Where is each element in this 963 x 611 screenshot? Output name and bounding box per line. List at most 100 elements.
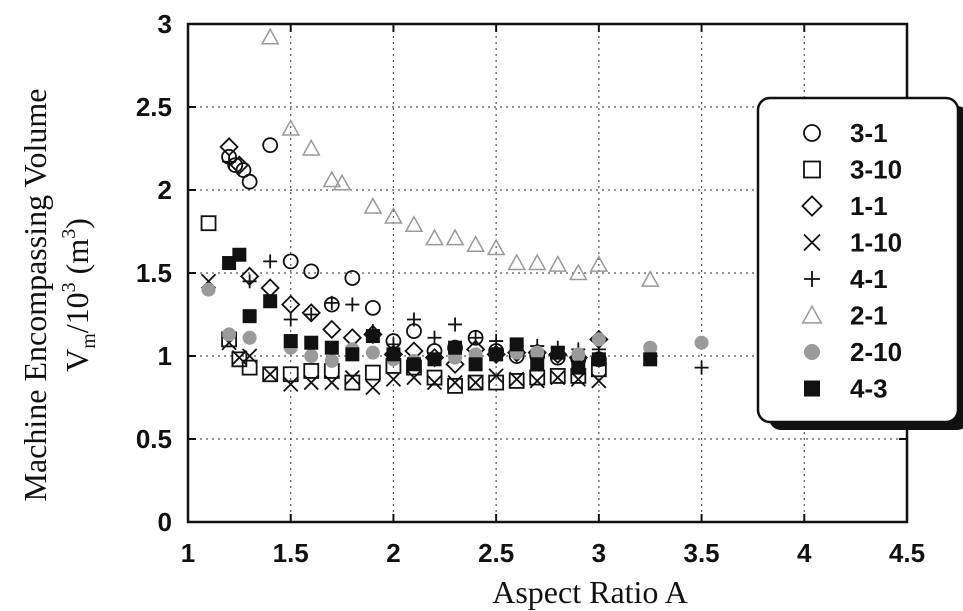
data-point	[345, 347, 360, 362]
data-point	[232, 247, 247, 262]
data-point	[344, 369, 360, 386]
data-point	[488, 368, 504, 384]
data-point	[489, 334, 504, 349]
data-point	[242, 330, 257, 345]
y-axis-title-line1: Machine Encompassing Volume	[17, 89, 53, 502]
data-point	[260, 27, 280, 45]
data-point	[364, 299, 381, 316]
data-point	[406, 357, 421, 372]
grid	[188, 24, 907, 522]
data-point	[589, 255, 609, 272]
data-point	[345, 297, 360, 312]
data-point	[550, 369, 566, 386]
data-point	[242, 274, 257, 289]
x-tick-label: 2.5	[478, 538, 514, 568]
data-point	[549, 368, 566, 384]
data-point	[303, 263, 320, 280]
data-point	[201, 282, 216, 297]
y-tick-label: 2	[158, 175, 172, 205]
data-point	[263, 294, 278, 309]
data-point	[304, 307, 319, 322]
data-point	[509, 337, 524, 352]
legend-label: 2-1	[850, 301, 888, 331]
legend-marker	[801, 304, 823, 324]
data-point	[527, 253, 547, 271]
data-point	[568, 263, 588, 281]
x-tick-label: 1	[181, 538, 195, 568]
data-point	[282, 366, 299, 383]
y-tick-label: 2.5	[136, 92, 172, 122]
data-point	[427, 352, 442, 367]
data-point	[363, 197, 383, 214]
legend-marker	[804, 380, 820, 397]
data-point	[447, 377, 463, 394]
data-point	[468, 357, 483, 372]
y-tick-label: 3	[158, 9, 172, 39]
data-point	[322, 319, 342, 340]
data-point	[222, 154, 237, 169]
data-point	[283, 312, 298, 327]
data-point	[322, 170, 342, 188]
data-point	[241, 173, 258, 190]
series-3-10	[200, 215, 607, 394]
legend-item-1-10: 1-10	[803, 228, 902, 258]
legend-label: 4-3	[850, 374, 888, 404]
data-point	[344, 270, 361, 286]
data-point	[643, 352, 658, 367]
data-point	[282, 253, 299, 270]
data-point	[262, 366, 279, 383]
data-point	[640, 270, 660, 287]
data-point	[550, 345, 565, 360]
data-point	[281, 118, 301, 136]
data-point	[448, 317, 463, 332]
data-point	[406, 369, 422, 386]
legend-label: 4-1	[850, 264, 888, 294]
data-point	[404, 215, 424, 233]
data-point	[548, 255, 568, 272]
data-point	[427, 330, 442, 345]
data-point	[643, 340, 658, 355]
legend-marker	[803, 124, 821, 142]
data-point	[344, 374, 361, 391]
data-point	[447, 374, 463, 391]
data-point	[384, 206, 403, 224]
series-1-10	[200, 273, 607, 396]
data-point	[365, 329, 380, 344]
data-point	[591, 352, 606, 367]
legend-item-1-1: 1-1	[801, 191, 888, 221]
data-point	[365, 345, 380, 360]
data-point	[303, 374, 319, 391]
y-axis-title: Machine Encompassing Volume Vm/103 (m3)	[17, 89, 100, 502]
legend-marker	[804, 271, 820, 287]
y-tick-label: 1.5	[136, 258, 172, 288]
data-point	[571, 347, 586, 362]
data-point	[425, 228, 444, 246]
data-point	[283, 334, 298, 349]
legend-marker	[804, 344, 820, 360]
data-point	[332, 173, 352, 191]
data-point	[448, 340, 463, 355]
data-point	[488, 374, 505, 391]
data-point	[281, 294, 301, 315]
data-point	[467, 374, 484, 391]
y-axis-title-line2: Vm/103 (m3)	[58, 218, 100, 372]
x-tick-label: 2	[386, 538, 400, 568]
legend-item-3-10: 3-10	[803, 155, 902, 185]
data-point	[304, 349, 319, 363]
series-4-3	[222, 247, 658, 375]
data-point	[241, 359, 258, 376]
data-point	[591, 332, 606, 347]
data-point	[529, 369, 546, 386]
data-point	[406, 312, 421, 327]
data-point	[324, 374, 340, 391]
data-point	[489, 347, 504, 362]
data-point	[466, 235, 485, 252]
legend-item-2-10: 2-10	[804, 337, 902, 367]
data-points	[200, 27, 709, 396]
data-point	[242, 309, 257, 324]
data-point	[303, 363, 320, 379]
data-point	[301, 138, 321, 156]
x-axis-title: Aspect Ratio A	[492, 574, 688, 610]
data-point	[467, 374, 484, 391]
